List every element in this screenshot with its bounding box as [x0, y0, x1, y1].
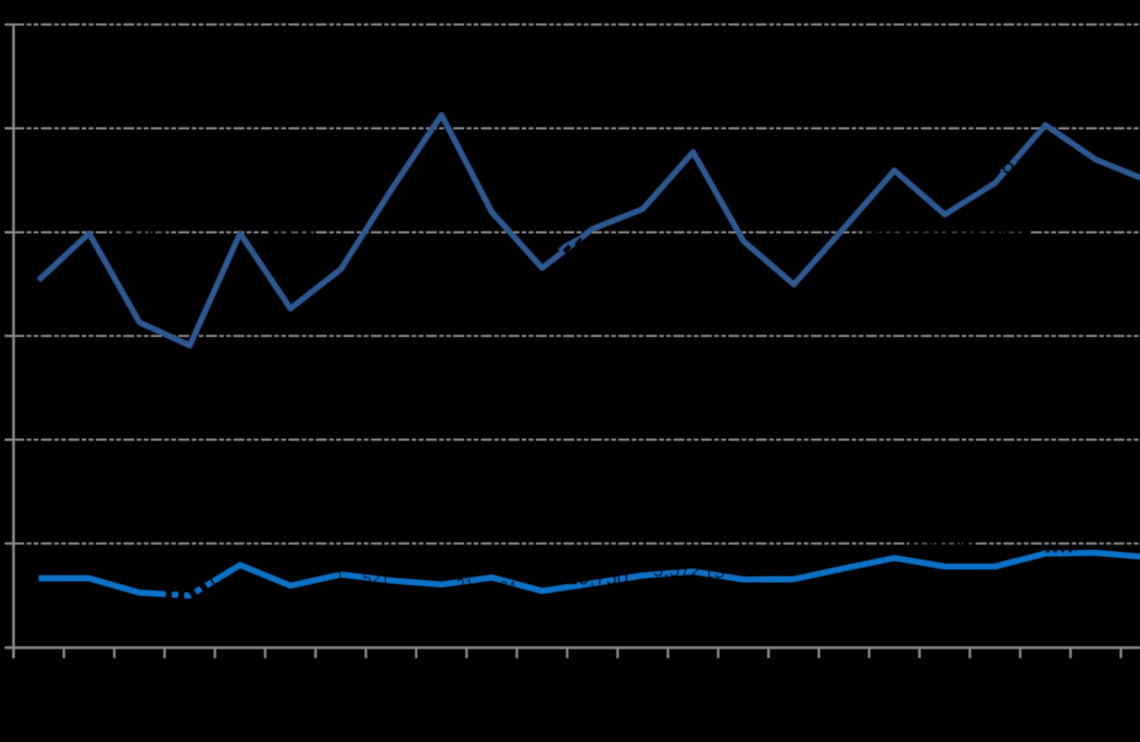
svg-text:24: 24 — [500, 579, 516, 595]
svg-text:21: 21 — [456, 577, 474, 594]
svg-text:15: 15 — [703, 561, 725, 583]
svg-text:5,572: 5,572 — [653, 560, 702, 582]
svg-text:1: 1 — [336, 569, 344, 585]
svg-text:521: 521 — [363, 571, 390, 588]
svg-text:10,750: 10,750 — [567, 568, 628, 590]
